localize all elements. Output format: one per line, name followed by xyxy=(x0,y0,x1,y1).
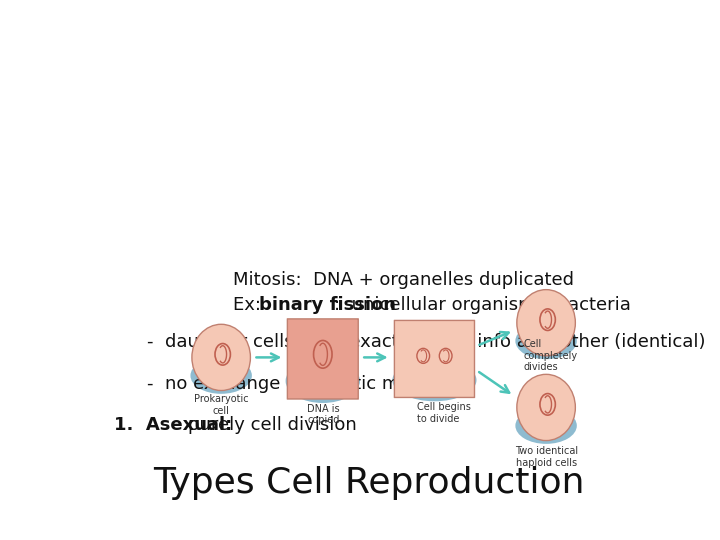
Ellipse shape xyxy=(192,325,251,390)
Text: Cell
completely
divides: Cell completely divides xyxy=(523,339,577,373)
Text: -  no exchange of genetic material: - no exchange of genetic material xyxy=(148,375,458,393)
Text: purely cell division: purely cell division xyxy=(188,416,356,434)
FancyBboxPatch shape xyxy=(287,319,359,399)
Ellipse shape xyxy=(517,289,575,356)
Text: -  daughter cells have exact genetic info as mother (identical): - daughter cells have exact genetic info… xyxy=(148,333,706,351)
Text: :  unicellular organisms, bacteria: : unicellular organisms, bacteria xyxy=(334,295,631,314)
Ellipse shape xyxy=(516,323,577,359)
Ellipse shape xyxy=(286,359,360,403)
Text: DNA is
copied: DNA is copied xyxy=(307,403,340,425)
Text: Cell begins
to divide: Cell begins to divide xyxy=(417,402,471,424)
Text: 1.  Asexual:: 1. Asexual: xyxy=(114,416,233,434)
Text: Prokaryotic
cell: Prokaryotic cell xyxy=(194,394,248,416)
Text: Mitosis:  DNA + organelles duplicated: Mitosis: DNA + organelles duplicated xyxy=(233,272,574,289)
Ellipse shape xyxy=(190,357,252,394)
Text: binary fission: binary fission xyxy=(258,295,395,314)
Ellipse shape xyxy=(516,408,577,444)
Ellipse shape xyxy=(392,359,477,401)
Text: Types Cell Reproduction: Types Cell Reproduction xyxy=(153,466,585,500)
Text: Two identical
haploid cells: Two identical haploid cells xyxy=(515,446,577,468)
FancyBboxPatch shape xyxy=(395,320,474,397)
Ellipse shape xyxy=(517,374,575,441)
Text: Ex:: Ex: xyxy=(233,295,273,314)
